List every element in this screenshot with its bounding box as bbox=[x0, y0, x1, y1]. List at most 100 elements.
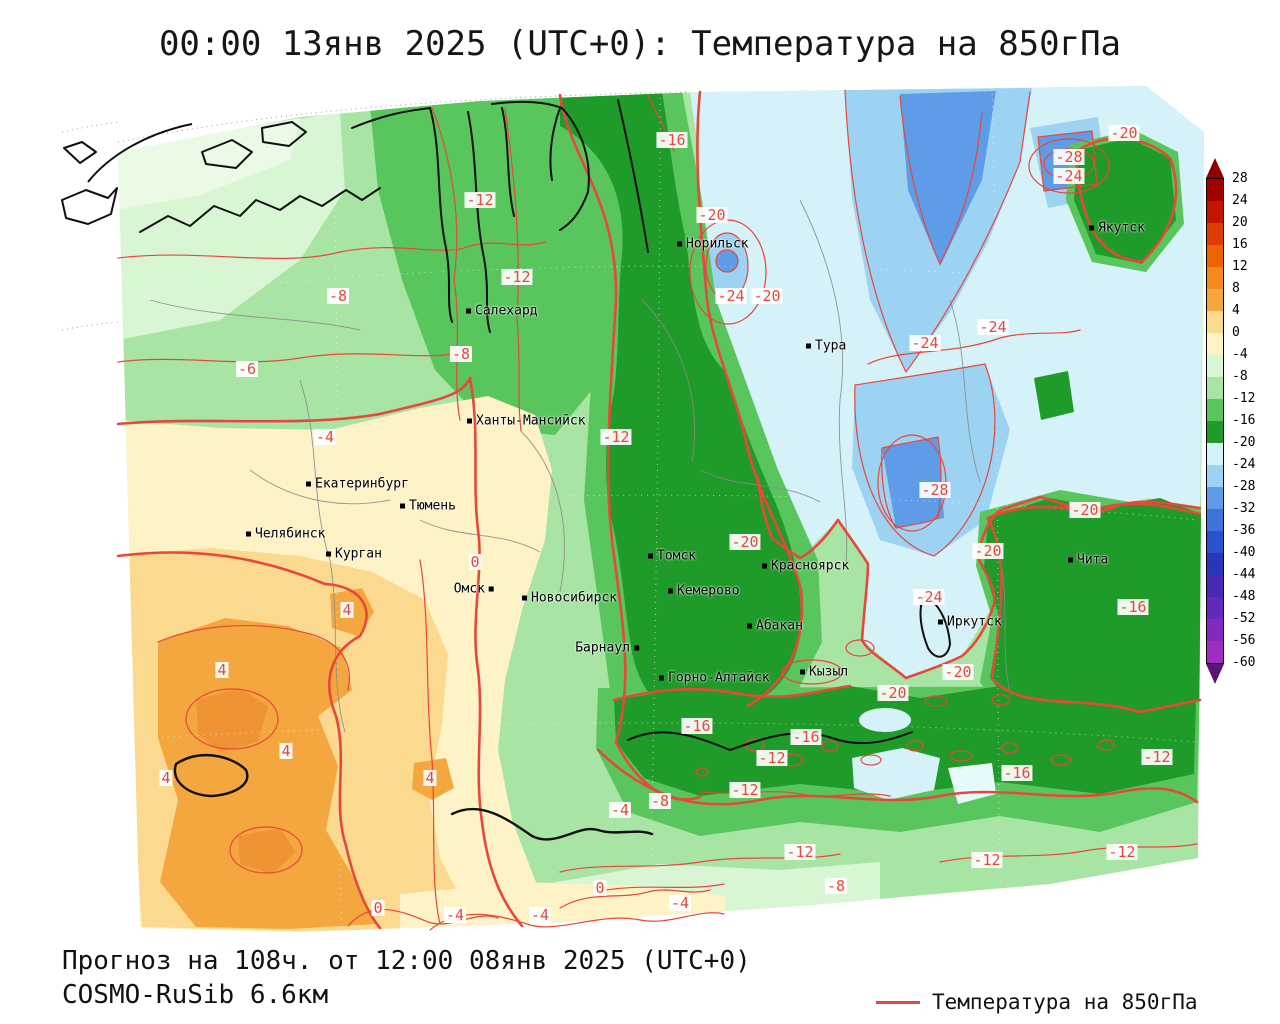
contour-label: -20 bbox=[942, 663, 974, 681]
legend-label: Температура на 850гПа bbox=[932, 990, 1198, 1014]
contour-label: -20 bbox=[1108, 124, 1140, 142]
contour-label: -24 bbox=[977, 318, 1009, 336]
colorbar-tick-label: -60 bbox=[1232, 654, 1256, 670]
city-marker: Горно-Алтайск bbox=[659, 671, 770, 686]
contour-label: 4 bbox=[279, 742, 293, 760]
contour-label: -6 bbox=[235, 360, 259, 378]
city-dot bbox=[306, 481, 311, 487]
contour-label: -28 bbox=[919, 481, 951, 499]
city-label: Салехард bbox=[475, 303, 538, 319]
city-dot bbox=[400, 503, 405, 509]
city-dot bbox=[522, 595, 527, 601]
city-label: Чита bbox=[1077, 552, 1109, 568]
contour-label: -20 bbox=[877, 684, 909, 702]
colorbar-segment bbox=[1207, 443, 1223, 465]
contour-label: -8 bbox=[449, 345, 473, 363]
city-label: Якутск bbox=[1098, 220, 1145, 236]
graticule bbox=[119, 87, 1201, 929]
contour-label: 4 bbox=[215, 661, 229, 679]
city-label: Челябинск bbox=[255, 526, 326, 542]
city-marker: Томск bbox=[648, 549, 696, 564]
contour-label: -4 bbox=[443, 906, 467, 924]
city-label: Екатеринбург bbox=[315, 476, 409, 492]
contour-label: -8 bbox=[326, 287, 350, 305]
contour-label: -28 bbox=[1053, 148, 1085, 166]
city-label: Омск bbox=[453, 581, 485, 597]
city-label: Абакан bbox=[756, 618, 803, 634]
contour-label: -24 bbox=[909, 334, 941, 352]
colorbar-segment bbox=[1207, 267, 1223, 289]
city-marker: Кемерово bbox=[668, 584, 740, 599]
contour-label: 4 bbox=[159, 769, 173, 787]
colorbar-segment bbox=[1207, 509, 1223, 531]
city-dot bbox=[1068, 557, 1073, 563]
colorbar-tick-label: -16 bbox=[1232, 412, 1256, 428]
contour-label: -4 bbox=[528, 906, 552, 924]
colorbar-segment bbox=[1207, 531, 1223, 553]
colorbar-segment bbox=[1207, 641, 1223, 663]
city-marker: Красноярск bbox=[762, 559, 849, 574]
colorbar-tick-label: -36 bbox=[1232, 522, 1256, 538]
city-dot bbox=[489, 586, 494, 592]
contour-label: -20 bbox=[696, 206, 728, 224]
contour-label: -12 bbox=[1106, 843, 1138, 861]
city-dot bbox=[467, 418, 472, 424]
colorbar-tick-label: -12 bbox=[1232, 390, 1256, 406]
colorbar-tick-label: -56 bbox=[1232, 632, 1256, 648]
colorbar-segment bbox=[1207, 245, 1223, 267]
contour-label: -4 bbox=[608, 801, 632, 819]
city-marker: Тура bbox=[806, 339, 846, 354]
colorbar-tick-label: 16 bbox=[1232, 236, 1248, 252]
city-label: Горно-Алтайск bbox=[668, 670, 770, 686]
city-marker: Екатеринбург bbox=[306, 477, 409, 492]
contour-label: -24 bbox=[1053, 167, 1085, 185]
city-marker: Курган bbox=[326, 547, 382, 562]
margin-graticule bbox=[61, 91, 691, 331]
city-label: Иркутск bbox=[947, 614, 1002, 630]
colorbar-tick-label: -44 bbox=[1232, 566, 1256, 582]
city-label: Новосибирск bbox=[531, 590, 618, 606]
city-marker: Чита bbox=[1068, 553, 1108, 568]
contour-label: -4 bbox=[313, 428, 337, 446]
temperature-line-sample bbox=[876, 1000, 920, 1004]
colorbar-tick-label: -8 bbox=[1232, 368, 1248, 384]
contour-label: 0 bbox=[468, 553, 482, 571]
colorbar-segment bbox=[1207, 399, 1223, 421]
colorbar-tick-label: 0 bbox=[1232, 324, 1240, 340]
forecast-info: Прогноз на 108ч. от 12:00 08янв 2025 (UT… bbox=[62, 946, 751, 976]
city-dot bbox=[634, 645, 639, 651]
colorbar-segment bbox=[1207, 333, 1223, 355]
city-label: Красноярск bbox=[771, 558, 850, 574]
colorbar-tick-label: 24 bbox=[1232, 192, 1248, 208]
contour-label: 0 bbox=[593, 879, 607, 897]
colorbar-segment bbox=[1207, 201, 1223, 223]
city-label: Барнаул bbox=[575, 640, 630, 656]
city-marker: Новосибирск bbox=[522, 591, 617, 606]
colorbar-tick-label: -32 bbox=[1232, 500, 1256, 516]
contour-label: -12 bbox=[971, 851, 1003, 869]
admin-borders bbox=[149, 199, 1011, 733]
city-label: Кызыл bbox=[809, 664, 849, 680]
city-label: Курган bbox=[335, 546, 382, 562]
city-marker: Абакан bbox=[747, 619, 803, 634]
colorbar-tick-label: 4 bbox=[1232, 302, 1240, 318]
colorbar-arrow-top bbox=[1206, 158, 1224, 178]
contour-label: -12 bbox=[756, 749, 788, 767]
city-dot bbox=[747, 623, 752, 629]
contour-label: -24 bbox=[715, 287, 747, 305]
city-dot bbox=[659, 675, 664, 681]
colorbar-segment bbox=[1207, 553, 1223, 575]
colorbar-arrow-bottom bbox=[1206, 664, 1224, 684]
temperature-field bbox=[118, 86, 1204, 932]
contour-label: -20 bbox=[972, 542, 1004, 560]
contour-label: -24 bbox=[913, 588, 945, 606]
colorbar-segment bbox=[1207, 355, 1223, 377]
colorbar-tick-label: -28 bbox=[1232, 478, 1256, 494]
contour-label: 4 bbox=[423, 769, 437, 787]
city-label: Томск bbox=[657, 548, 697, 564]
contour-label: -16 bbox=[1117, 598, 1149, 616]
city-dot bbox=[762, 563, 767, 569]
contour-label: -16 bbox=[1001, 764, 1033, 782]
colorbar-tick-label: 12 bbox=[1232, 258, 1248, 274]
